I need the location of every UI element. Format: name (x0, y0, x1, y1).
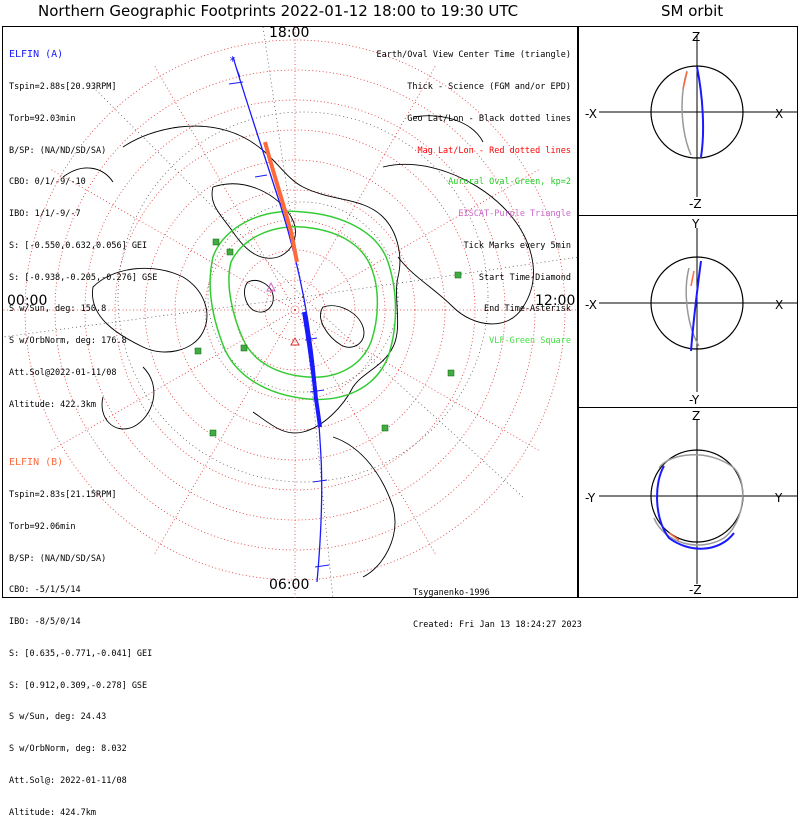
panel2-left-label: -X (585, 298, 597, 312)
elfin-b-line: Altitude: 424.7km (9, 807, 96, 818)
panel1-top-label: Z (692, 30, 700, 44)
elfin-a-line: Att.Sol@2022-01-11/08 (9, 368, 117, 378)
elfin-b-line: B/SP: (NA/ND/SD/SA) (9, 553, 107, 564)
elfin-b-track (263, 141, 299, 263)
panel1-bottom-label: -Z (689, 197, 702, 211)
elfin-a-line: S: [-0.938,-0.205,-0.276] GSE (9, 272, 158, 283)
elfin-b-line: IBO: -8/5/0/14 (9, 617, 81, 628)
legend-item: VLF-Green Square (489, 336, 571, 347)
hour-label-left: 00:00 (7, 293, 48, 309)
elfin-b-line: CBO: -5/1/5/14 (9, 585, 81, 596)
legend-item: Thick - Science (FGM and/or EPD) (407, 81, 571, 92)
mag-lon-lines (3, 27, 579, 599)
legend-item: Start Time-Diamond (478, 272, 571, 283)
map-title: Northern Geographic Footprints 2022-01-1… (38, 2, 519, 20)
elfin-a-line: Altitude: 422.3km (9, 399, 96, 410)
end-asterisk: * (229, 54, 236, 68)
eiscat-triangle (266, 281, 276, 292)
elfin-b-line: S w/Sun, deg: 24.43 (9, 712, 107, 723)
model-credit: Tsyganenko-1996 (413, 588, 490, 599)
elfin-a-track (232, 56, 323, 583)
orbit-panel-xy: -X X Y -Y (585, 217, 797, 407)
elfin-a-line: CBO: 0/1/-9/-10 (9, 177, 86, 188)
legend-item: Geo Lat/Lon - Black dotted lines (407, 113, 571, 124)
hour-label-top: 18:00 (269, 25, 310, 41)
elfin-b-line: Tspin=2.83s[21.15RPM] (9, 489, 117, 500)
panel2-bottom-label: -Y (689, 393, 700, 407)
elfin-b-line: Att.Sol@: 2022-01-11/08 (9, 776, 127, 786)
elfin-a-line: IBO: 1/1/-9/-7 (9, 209, 81, 220)
credits: Tsyganenko-1996 Created: Fri Jan 13 18:2… (413, 567, 582, 652)
hour-label-right: 12:00 (535, 293, 576, 309)
elfin-b-line: S: [0.635,-0.771,-0.041] GEI (9, 648, 153, 659)
panel-divider (579, 215, 797, 216)
start-diamond: ◆ (314, 597, 320, 599)
elfin-a-line: B/SP: (NA/ND/SD/SA) (9, 145, 107, 156)
panel3-left-label: -Y (585, 491, 596, 505)
panel1-right-label: X (775, 107, 783, 121)
elfin-b-line: S w/OrbNorm, deg: 8.032 (9, 744, 127, 755)
elfin-b-info: ELFIN (B) Tspin=2.83s[21.15RPM] Torb=92.… (9, 437, 152, 840)
elfin-b-name: ELFIN (B) (9, 457, 64, 469)
track-ticks (228, 81, 330, 568)
panel1-left-label: -X (585, 107, 597, 121)
panel2-top-label: Y (691, 217, 700, 231)
hour-label-bottom: 06:00 (269, 577, 310, 593)
auroral-oval (209, 210, 397, 401)
panel3-bottom-label: -Z (689, 583, 702, 597)
view-center-triangle (290, 336, 300, 346)
footprint-map-panel: ◆ * 18:00 00:00 12:00 06:00 ELFIN (A) Ts… (2, 25, 582, 818)
elfin-a-line: Torb=92.03min (9, 113, 76, 124)
sm-orbit-title: SM orbit (661, 2, 724, 20)
legend: Earth/Oval View Center Time (triangle) T… (377, 29, 571, 368)
elfin-a-name: ELFIN (A) (9, 49, 64, 61)
elfin-b-line: Torb=92.06min (9, 521, 76, 532)
elfin-b-line: S: [0.912,0.309,-0.278] GSE (9, 680, 148, 691)
legend-item: Mag Lat/Lon - Red dotted lines (417, 145, 571, 156)
created-timestamp: Created: Fri Jan 13 18:24:27 2023 (413, 619, 582, 630)
panel2-right-label: X (775, 298, 783, 312)
legend-item: End Time-Asterisk (484, 304, 571, 315)
elfin-a-info: ELFIN (A) Tspin=2.88s[20.93RPM] Torb=92.… (9, 29, 157, 432)
orbit-panel-yz: -Y Y Z -Z (585, 409, 797, 597)
legend-item: Tick Marks every 5min (463, 240, 571, 251)
elfin-a-line: S: [-0.550,0.632,0.056] GEI (9, 240, 148, 251)
elfin-a-line: Tspin=2.88s[20.93RPM] (9, 81, 117, 92)
orbit-panel-xz: -X X Z -Z (585, 30, 797, 211)
panel3-right-label: Y (774, 491, 783, 505)
vlf-stations (194, 238, 462, 437)
legend-item: Auroral Oval-Green, kp=2 (448, 177, 571, 188)
elfin-a-line: S w/Sun, deg: 150.8 (9, 304, 107, 315)
coastlines (62, 115, 534, 578)
panel3-top-label: Z (692, 409, 700, 423)
panel-divider (579, 407, 797, 408)
elfin-a-line: S w/OrbNorm, deg: 176.8 (9, 336, 127, 347)
legend-item: EISCAT-Purple Triangle (458, 209, 571, 220)
legend-item: Earth/Oval View Center Time (triangle) (376, 50, 571, 61)
sm-orbit-panels: -X X Z -Z -X X Y -Y -Y Y Z -Z (578, 26, 798, 598)
polar-map: ◆ * (3, 27, 579, 599)
